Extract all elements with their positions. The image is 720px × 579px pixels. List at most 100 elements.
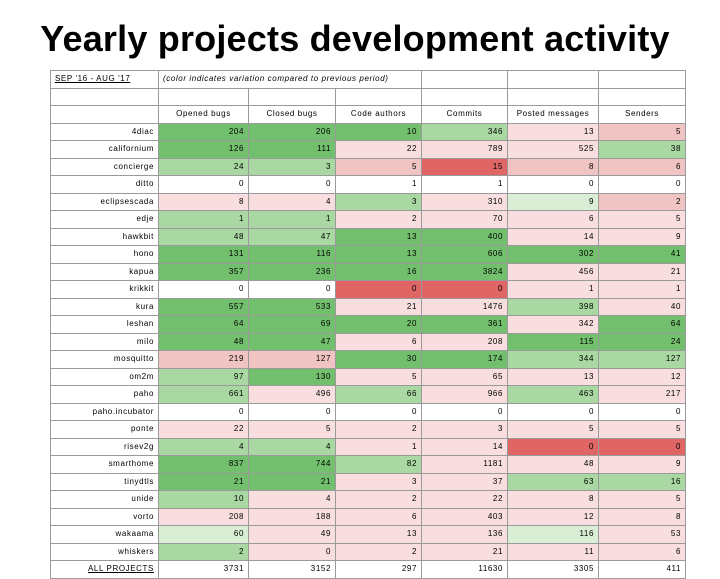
project-name: risev2g bbox=[50, 437, 159, 456]
cell-closed-bugs: 4 bbox=[248, 490, 336, 509]
cell-commits: 789 bbox=[421, 140, 509, 159]
cell-commits: 966 bbox=[421, 385, 509, 404]
table-row: vorto 208 188 6 403 12 8 bbox=[50, 507, 687, 526]
cell-opened-bugs: 48 bbox=[158, 332, 249, 351]
blank-cell bbox=[158, 87, 249, 106]
column-header-closed-bugs: Closed bugs bbox=[248, 105, 336, 124]
cell-opened-bugs: 126 bbox=[158, 140, 249, 159]
table-row: whiskers 2 0 2 21 11 6 bbox=[50, 542, 687, 561]
table-row: wakaama 60 49 13 136 116 53 bbox=[50, 525, 687, 544]
blank-cell bbox=[334, 87, 423, 106]
cell-commits: 1 bbox=[421, 175, 509, 194]
cell-commits: 400 bbox=[421, 227, 509, 246]
table-row: milo 48 47 6 208 115 24 bbox=[50, 332, 687, 351]
table-row: ditto 0 0 1 1 0 0 bbox=[50, 175, 687, 194]
cell-code-authors: 3 bbox=[334, 192, 423, 211]
cell-opened-bugs: 4 bbox=[158, 437, 249, 456]
cell-posted-messages: 13 bbox=[507, 122, 600, 141]
cell-posted-messages: 0 bbox=[507, 437, 600, 456]
cell-closed-bugs: 47 bbox=[248, 227, 336, 246]
cell-closed-bugs: 236 bbox=[248, 262, 336, 281]
table-body: SEP '16 - AUG '17 (color indicates varia… bbox=[50, 70, 687, 579]
cell-closed-bugs: 111 bbox=[248, 140, 336, 159]
cell-code-authors: 20 bbox=[334, 315, 423, 334]
cell-opened-bugs: 204 bbox=[158, 122, 249, 141]
cell-senders: 0 bbox=[598, 175, 687, 194]
cell-commits: 1181 bbox=[421, 455, 509, 474]
header-row-period: SEP '16 - AUG '17 (color indicates varia… bbox=[50, 70, 687, 89]
project-name: eclipsescada bbox=[50, 192, 159, 211]
cell-closed-bugs: 69 bbox=[248, 315, 336, 334]
table-row: kapua 357 236 16 3824 456 21 bbox=[50, 262, 687, 281]
cell-senders: 5 bbox=[598, 420, 687, 439]
project-name: milo bbox=[50, 332, 159, 351]
cell-opened-bugs: 97 bbox=[158, 367, 249, 386]
cell-closed-bugs: 4 bbox=[248, 192, 336, 211]
cell-code-authors: 1 bbox=[334, 175, 423, 194]
cell-posted-messages: 525 bbox=[507, 140, 600, 159]
project-name: krikkit bbox=[50, 280, 159, 299]
cell-senders: 24 bbox=[598, 332, 687, 351]
table-row: smarthome 837 744 82 1181 48 9 bbox=[50, 455, 687, 474]
cell-opened-bugs: 357 bbox=[158, 262, 249, 281]
total-commits: 11630 bbox=[421, 560, 509, 579]
cell-closed-bugs: 0 bbox=[248, 542, 336, 561]
cell-senders: 53 bbox=[598, 525, 687, 544]
cell-senders: 6 bbox=[598, 542, 687, 561]
cell-senders: 5 bbox=[598, 490, 687, 509]
cell-commits: 1476 bbox=[421, 297, 509, 316]
cell-commits: 65 bbox=[421, 367, 509, 386]
cell-code-authors: 10 bbox=[334, 122, 423, 141]
cell-opened-bugs: 0 bbox=[158, 280, 249, 299]
cell-opened-bugs: 8 bbox=[158, 192, 249, 211]
cell-closed-bugs: 0 bbox=[248, 280, 336, 299]
cell-posted-messages: 302 bbox=[507, 245, 600, 264]
cell-posted-messages: 8 bbox=[507, 490, 600, 509]
cell-commits: 3824 bbox=[421, 262, 509, 281]
cell-closed-bugs: 206 bbox=[248, 122, 336, 141]
blank-cell bbox=[248, 87, 336, 106]
cell-opened-bugs: 60 bbox=[158, 525, 249, 544]
blank-cell bbox=[421, 87, 509, 106]
cell-code-authors: 2 bbox=[334, 210, 423, 229]
cell-posted-messages: 463 bbox=[507, 385, 600, 404]
cell-opened-bugs: 64 bbox=[158, 315, 249, 334]
cell-posted-messages: 116 bbox=[507, 525, 600, 544]
cell-commits: 136 bbox=[421, 525, 509, 544]
column-header-commits: Commits bbox=[421, 105, 509, 124]
project-name: unide bbox=[50, 490, 159, 509]
blank-cell bbox=[421, 70, 509, 89]
table-row: unide 10 4 2 22 8 5 bbox=[50, 490, 687, 509]
table-row: paho.incubator 0 0 0 0 0 0 bbox=[50, 402, 687, 421]
cell-opened-bugs: 208 bbox=[158, 507, 249, 526]
cell-posted-messages: 0 bbox=[507, 175, 600, 194]
cell-posted-messages: 0 bbox=[507, 402, 600, 421]
cell-posted-messages: 456 bbox=[507, 262, 600, 281]
blank-cell bbox=[598, 70, 687, 89]
cell-closed-bugs: 744 bbox=[248, 455, 336, 474]
cell-code-authors: 2 bbox=[334, 542, 423, 561]
cell-opened-bugs: 1 bbox=[158, 210, 249, 229]
cell-senders: 127 bbox=[598, 350, 687, 369]
cell-commits: 15 bbox=[421, 157, 509, 176]
cell-closed-bugs: 130 bbox=[248, 367, 336, 386]
project-name: tinydtls bbox=[50, 472, 159, 491]
cell-senders: 16 bbox=[598, 472, 687, 491]
cell-code-authors: 5 bbox=[334, 157, 423, 176]
cell-code-authors: 3 bbox=[334, 472, 423, 491]
project-name: kapua bbox=[50, 262, 159, 281]
cell-commits: 310 bbox=[421, 192, 509, 211]
page-title: Yearly projects development activity bbox=[40, 18, 670, 59]
total-closed-bugs: 3152 bbox=[248, 560, 336, 579]
cell-senders: 9 bbox=[598, 227, 687, 246]
cell-posted-messages: 398 bbox=[507, 297, 600, 316]
cell-commits: 174 bbox=[421, 350, 509, 369]
cell-posted-messages: 342 bbox=[507, 315, 600, 334]
cell-opened-bugs: 837 bbox=[158, 455, 249, 474]
cell-closed-bugs: 21 bbox=[248, 472, 336, 491]
activity-table: SEP '16 - AUG '17 (color indicates varia… bbox=[50, 70, 687, 579]
cell-opened-bugs: 131 bbox=[158, 245, 249, 264]
cell-posted-messages: 1 bbox=[507, 280, 600, 299]
cell-opened-bugs: 0 bbox=[158, 175, 249, 194]
table-row: mosquitto 219 127 30 174 344 127 bbox=[50, 350, 687, 369]
